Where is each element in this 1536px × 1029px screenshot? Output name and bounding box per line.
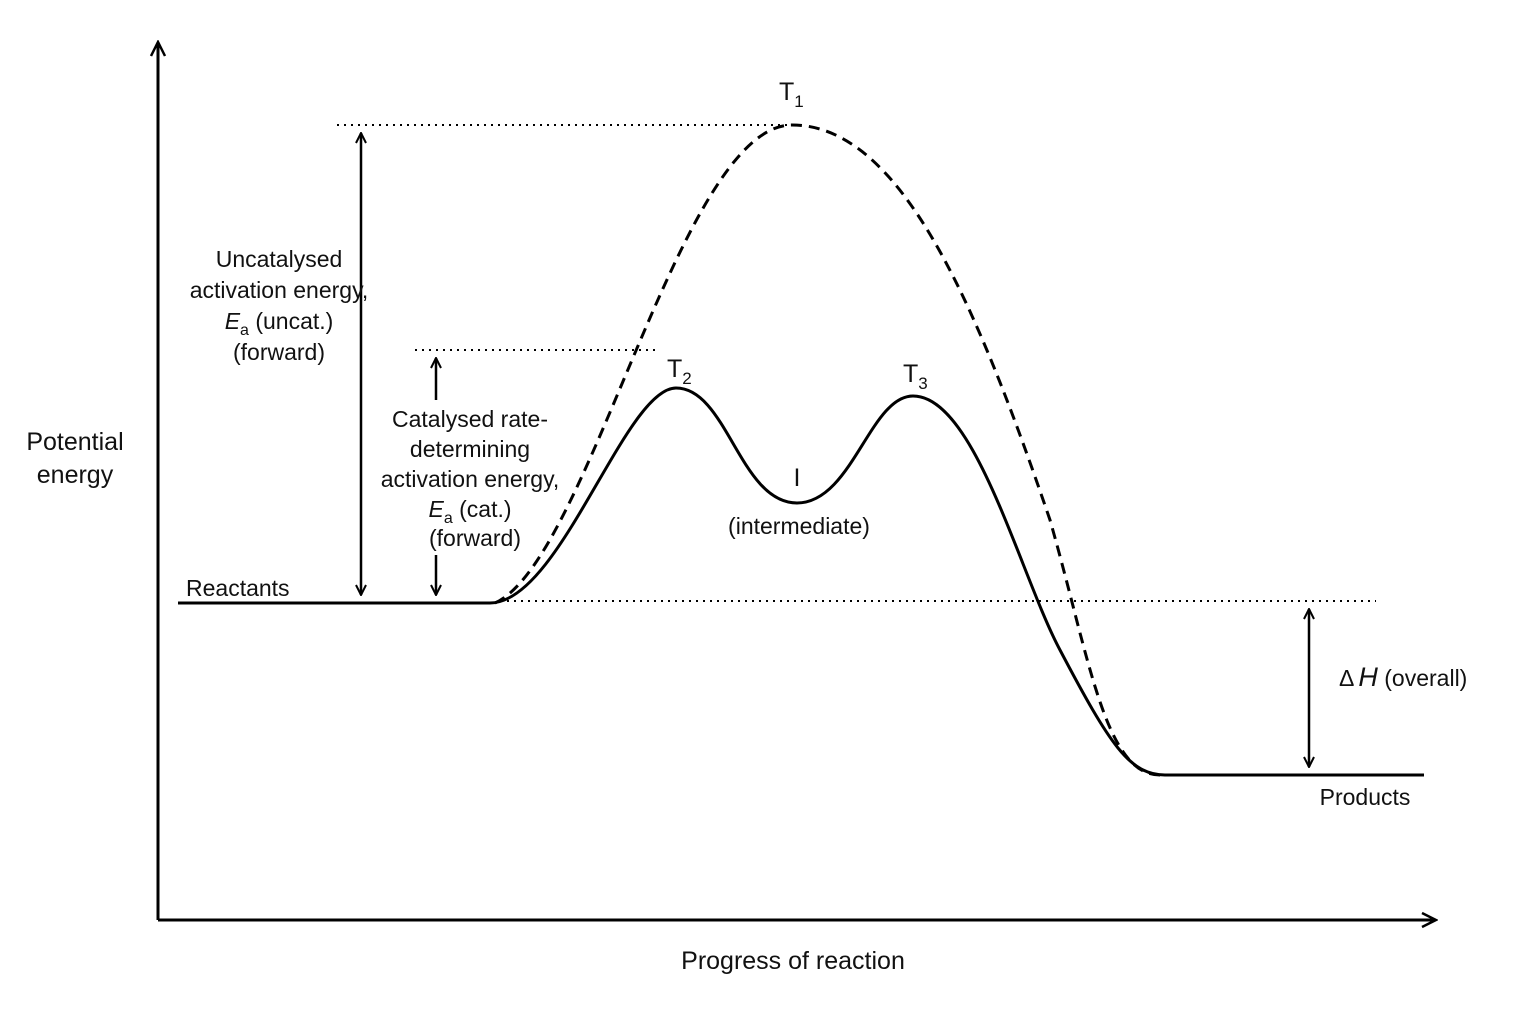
uncat-line4: (forward) (233, 339, 325, 365)
t2-label: T2 (667, 355, 692, 388)
y-axis-label-line2: energy (37, 461, 114, 489)
uncat-ea-annotation: Uncatalysed activation energy, Ea (uncat… (190, 246, 369, 365)
cat-ea-annotation: Catalysed rate- determining activation e… (381, 406, 560, 551)
t1-label: T1 (779, 78, 804, 111)
cat-line5: (forward) (429, 525, 521, 551)
products-label: Products (1320, 784, 1411, 810)
cat-line2: determining (410, 436, 530, 462)
uncatalysed-pathway-curve (494, 123, 1161, 777)
reactants-label: Reactants (186, 575, 290, 601)
t3-label: T3 (903, 360, 928, 393)
cat-line1: Catalysed rate- (392, 406, 548, 432)
cat-line4: Ea (cat.) (428, 496, 511, 527)
cat-line3: activation energy, (381, 466, 560, 492)
uncat-line1: Uncatalysed (216, 246, 343, 272)
uncat-line2: activation energy, (190, 277, 369, 303)
intermediate-desc: (intermediate) (728, 513, 870, 539)
catalysed-pathway-curve (178, 386, 1424, 777)
intermediate-label: I (794, 464, 801, 492)
y-axis-label-line1: Potential (26, 428, 123, 456)
x-axis-label: Progress of reaction (681, 947, 905, 975)
uncat-line3: Ea (uncat.) (225, 308, 334, 339)
